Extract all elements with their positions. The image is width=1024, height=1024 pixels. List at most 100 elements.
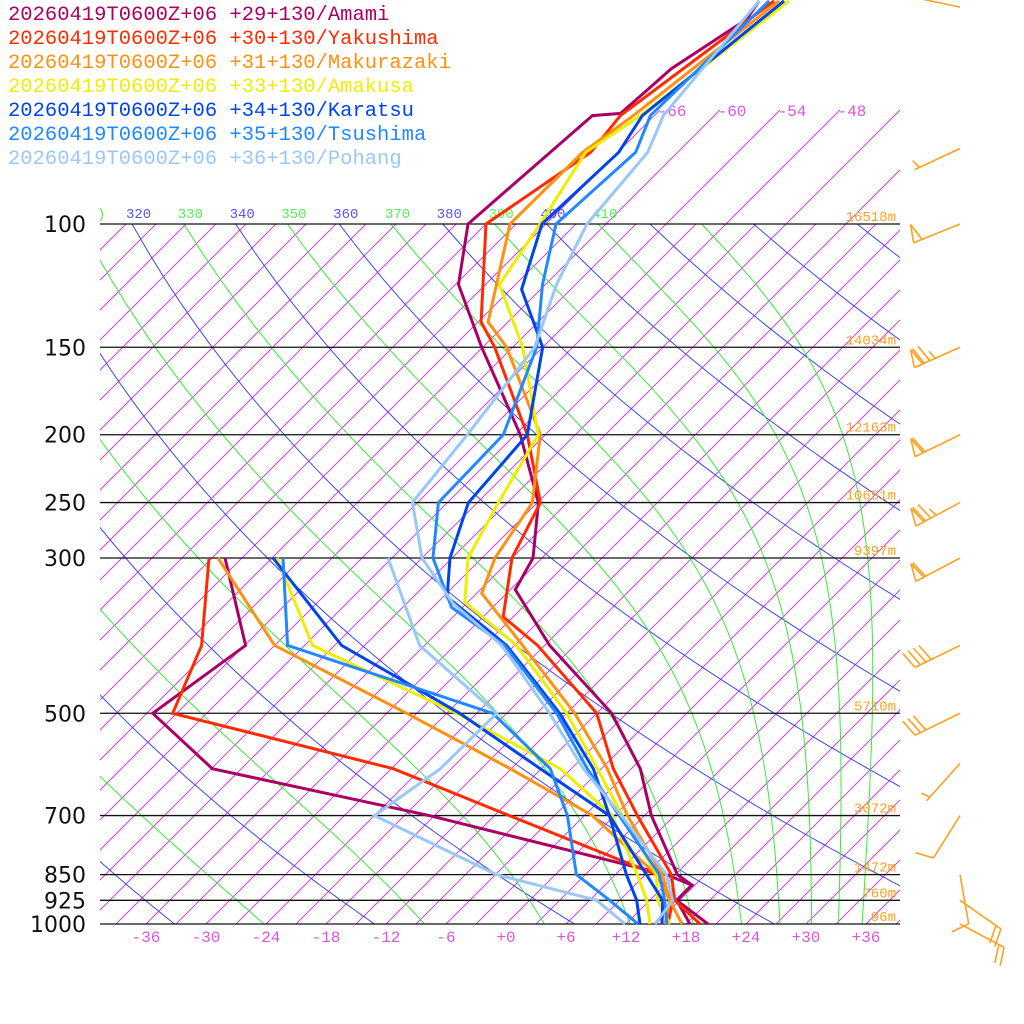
dry-adiabat-line [856, 224, 900, 259]
isotherm-line [100, 224, 397, 521]
isotherm-line [100, 224, 367, 491]
x-tick-label: +36 [852, 929, 881, 947]
isotherm-line [355, 379, 900, 924]
theta-label-partial: ) [97, 207, 105, 223]
wind-barb-staff [915, 557, 961, 583]
wind-barb-half-feather [928, 350, 936, 359]
theta-label: 370 [385, 207, 410, 223]
isotherm-line [100, 224, 787, 911]
x-tick-label: +12 [612, 929, 641, 947]
pressure-label: 300 [44, 547, 86, 572]
wind-barb [910, 501, 961, 527]
wind-barb-staff [913, 223, 961, 244]
isotherm-line [445, 469, 900, 924]
wind-barb [920, 763, 961, 802]
x-tick-label: -12 [372, 929, 401, 947]
wind-barb [909, 345, 961, 369]
isotherm-line [865, 889, 900, 924]
isotherm-line [0, 224, 6, 924]
isotherm-line [775, 799, 900, 924]
dry-adiabat-line [546, 224, 900, 512]
height-label: 9397m [854, 544, 896, 560]
wind-barb-feather [912, 506, 927, 522]
x-tick-label: +6 [556, 929, 575, 947]
height-label: 5710m [854, 699, 896, 715]
legend-entry: 20260419T0600Z+06 +36+130/Pohang [8, 148, 402, 171]
isotherm-line [100, 224, 487, 611]
height-label: 760m [862, 886, 896, 902]
wind-barb-feather [907, 718, 922, 734]
wind-barb [910, 557, 961, 583]
isotherm-line [415, 439, 900, 924]
dry-adiabats [100, 224, 900, 924]
isotherm-line [895, 919, 900, 924]
wind-barb-staff [922, 0, 961, 8]
isotherm-line [100, 224, 607, 731]
legend: 20260419T0600Z+06 +29+130/Amami 20260419T… [8, 4, 451, 172]
isotherms [0, 224, 900, 924]
legend-entry: 20260419T0600Z+06 +31+130/Makurazaki [8, 52, 451, 75]
isotherm-line [745, 769, 900, 924]
wind-barb-pennant [909, 438, 924, 457]
wind-barb-pennant [909, 349, 924, 368]
isotherm-line [100, 224, 217, 341]
isotherm-line [100, 224, 187, 311]
isotherm-line [595, 619, 900, 924]
x-tick-label: +18 [672, 929, 701, 947]
pressure-label: 150 [44, 336, 86, 361]
wind-barb-pennant [910, 507, 925, 527]
isotherm-line [100, 224, 337, 461]
isotherm-line [805, 829, 900, 924]
wind-barb-pennant [910, 563, 925, 582]
theta-label: 330 [178, 207, 203, 223]
legend-entry: 20260419T0600Z+06 +33+130/Amakusa [8, 76, 414, 99]
wind-barb [922, 0, 961, 8]
isotherm-line [100, 224, 757, 881]
pressure-label: 925 [44, 889, 86, 914]
isotherm-label: -60 [718, 103, 747, 121]
dewpoint-line [281, 557, 639, 926]
wind-barb-feather [902, 652, 916, 668]
dry-adiabat-line [131, 224, 900, 887]
legend-entry: 20260419T0600Z+06 +35+130/Tsushima [8, 124, 427, 147]
height-label: 1472m [854, 861, 896, 877]
height-label: 16518m [846, 210, 896, 226]
isotherm-line [625, 649, 900, 924]
x-tick-label: -6 [436, 929, 455, 947]
wind-barb-feather [917, 345, 931, 362]
isotherm-line [100, 224, 457, 581]
wind-barb [909, 223, 961, 244]
wind-barbs [902, 0, 1005, 966]
dry-adiabat-line [100, 860, 175, 924]
temperature-line [445, 0, 786, 925]
pressure-label: 1000 [30, 913, 86, 938]
isotherm-line [655, 679, 900, 924]
isotherm-line [100, 224, 427, 551]
wind-barb-staff [914, 712, 961, 736]
temperature-line [479, 0, 781, 925]
isotherm-line [295, 319, 900, 924]
x-tick-label: -18 [312, 929, 341, 947]
wind-barb [959, 923, 1005, 966]
isotherm-line [715, 739, 900, 924]
height-label: 14034m [846, 333, 896, 349]
isotherm-line [605, 109, 721, 225]
wind-barb [951, 874, 970, 933]
pressure-label: 500 [44, 702, 86, 727]
isotherm-line [145, 224, 847, 924]
isotherm-line [665, 109, 781, 225]
dry-adiabat-line [442, 224, 900, 600]
height-label: 10651m [846, 489, 896, 505]
dry-adiabat-line [753, 224, 900, 341]
moist-adiabat-line [597, 224, 842, 924]
wind-barb-staff [914, 434, 961, 458]
isotherm-line [725, 109, 841, 225]
wind-barb [902, 644, 961, 669]
isotherm-line [265, 289, 900, 924]
isotherm-line [100, 224, 667, 791]
isotherm-line [100, 224, 307, 431]
isotherm-line [966, 110, 1024, 224]
isotherm-label: -54 [778, 103, 807, 121]
isotherm-line [100, 224, 247, 371]
